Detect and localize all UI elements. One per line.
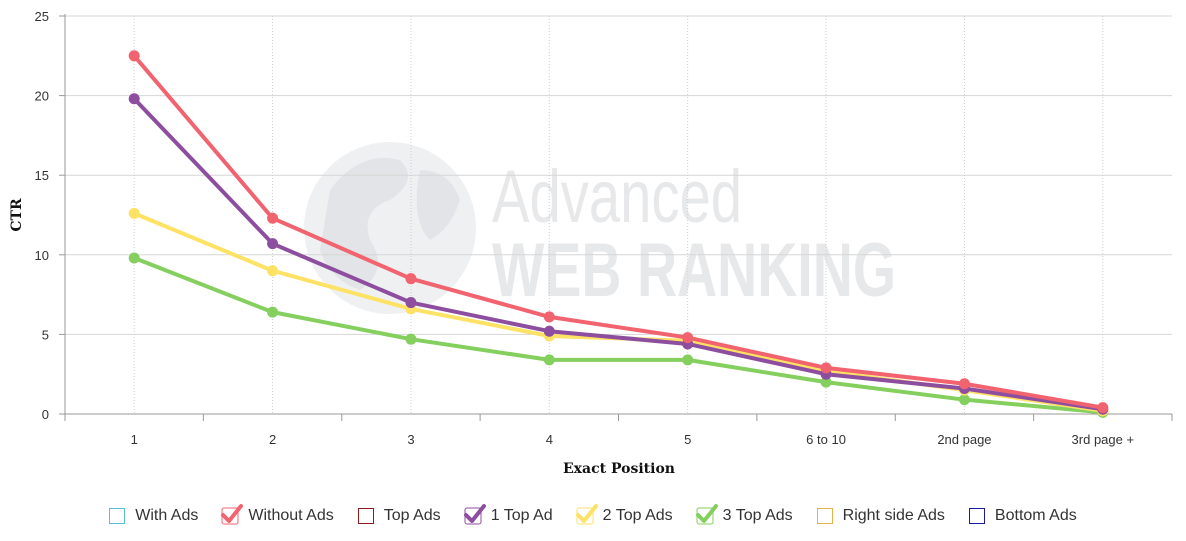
x-axis-title: Exact Position xyxy=(563,461,675,477)
checkbox-icon[interactable] xyxy=(357,508,374,524)
x-tick-label: 3rd page + xyxy=(1072,432,1135,447)
series-3-top-ads xyxy=(128,252,1109,418)
watermark-line2: WEB RANKING xyxy=(492,228,896,313)
checked-checkbox-icon[interactable] xyxy=(695,504,718,525)
checkbox-icon[interactable] xyxy=(109,508,126,524)
data-point[interactable] xyxy=(128,50,140,62)
series-layer xyxy=(128,50,1109,418)
legend-label: With Ads xyxy=(135,507,199,524)
legend: With Ads Without Ads Top Ads 1 Top Ad 2 Top … xyxy=(0,503,1186,529)
series-line xyxy=(132,255,1105,415)
x-tick-label: 4 xyxy=(546,432,553,447)
y-tick-label: 5 xyxy=(42,327,49,342)
data-point[interactable] xyxy=(405,297,417,309)
legend-item-without-ads[interactable]: Without Ads xyxy=(221,504,334,525)
legend-item-top-ads[interactable]: Top Ads xyxy=(357,507,441,525)
legend-item-3-top-ads[interactable]: 3 Top Ads xyxy=(695,504,793,525)
y-tick-label: 0 xyxy=(42,407,49,422)
checkmark-icon xyxy=(695,504,718,525)
ctr-line-chart: Advanced WEB RANKING 0 5 10 15 20 25 1 2 3 4 5 6 to… xyxy=(9,9,1173,477)
data-point[interactable] xyxy=(682,354,694,366)
data-point[interactable] xyxy=(958,378,970,390)
legend-item-2-top-ads[interactable]: 2 Top Ads xyxy=(575,504,673,525)
legend-label: Right side Ads xyxy=(842,507,945,524)
x-tick-label: 2 xyxy=(269,432,276,447)
legend-item-1-top-ad[interactable]: 1 Top Ad xyxy=(463,504,553,525)
legend-label: Bottom Ads xyxy=(994,507,1077,524)
watermark: Advanced WEB RANKING xyxy=(304,142,896,314)
x-tick-label: 1 xyxy=(131,432,138,447)
checked-checkbox-icon[interactable] xyxy=(221,504,244,525)
checkmark-icon xyxy=(575,504,598,525)
grid xyxy=(65,15,1172,414)
data-point[interactable] xyxy=(128,252,140,264)
data-point[interactable] xyxy=(267,306,279,318)
checkbox-icon[interactable] xyxy=(816,508,833,524)
data-point[interactable] xyxy=(543,325,555,337)
watermark-line1: Advanced xyxy=(492,155,742,238)
x-tick-label: 2nd page xyxy=(937,432,991,447)
data-point[interactable] xyxy=(820,362,832,374)
data-point[interactable] xyxy=(267,212,279,224)
data-point[interactable] xyxy=(820,376,832,388)
x-tick-label: 3 xyxy=(407,432,414,447)
legend-label: Top Ads xyxy=(383,507,441,524)
data-point[interactable] xyxy=(682,332,694,344)
data-point[interactable] xyxy=(128,207,140,219)
data-point[interactable] xyxy=(405,333,417,345)
y-axis-title: CTR xyxy=(9,198,25,232)
checkbox-icon[interactable] xyxy=(968,508,985,524)
checked-checkbox-icon[interactable] xyxy=(575,504,598,525)
watermark-globe-land xyxy=(320,158,460,290)
data-point[interactable] xyxy=(1097,402,1109,414)
data-point[interactable] xyxy=(543,354,555,366)
legend-item-right-side-ads[interactable]: Right side Ads xyxy=(816,507,945,525)
legend-label: 2 Top Ads xyxy=(602,507,673,524)
data-point[interactable] xyxy=(267,265,279,277)
series-line xyxy=(132,96,1105,412)
y-tick-label: 20 xyxy=(35,89,49,104)
data-point[interactable] xyxy=(405,273,417,285)
y-tick-label: 10 xyxy=(35,248,49,263)
x-tick-label: 6 to 10 xyxy=(806,432,846,447)
data-point[interactable] xyxy=(267,238,279,250)
x-tick-label: 5 xyxy=(684,432,691,447)
y-tick-label: 15 xyxy=(35,168,49,183)
series-without-ads xyxy=(128,50,1109,414)
legend-label: 3 Top Ads xyxy=(722,507,793,524)
data-point[interactable] xyxy=(543,311,555,323)
data-point[interactable] xyxy=(128,93,140,105)
checkmark-icon xyxy=(463,504,486,525)
legend-label: Without Ads xyxy=(248,507,334,524)
checked-checkbox-icon[interactable] xyxy=(463,504,486,525)
legend-label: 1 Top Ad xyxy=(490,507,553,524)
legend-item-bottom-ads[interactable]: Bottom Ads xyxy=(968,507,1077,525)
series-line xyxy=(132,53,1105,410)
checkmark-icon xyxy=(221,504,244,525)
legend-item-with-ads[interactable]: With Ads xyxy=(109,507,198,525)
y-tick-label: 25 xyxy=(35,9,49,24)
data-point[interactable] xyxy=(958,394,970,406)
axes: 0 5 10 15 20 25 1 2 3 4 5 6 to 10 2nd page 3rd page + xyxy=(35,9,1173,447)
